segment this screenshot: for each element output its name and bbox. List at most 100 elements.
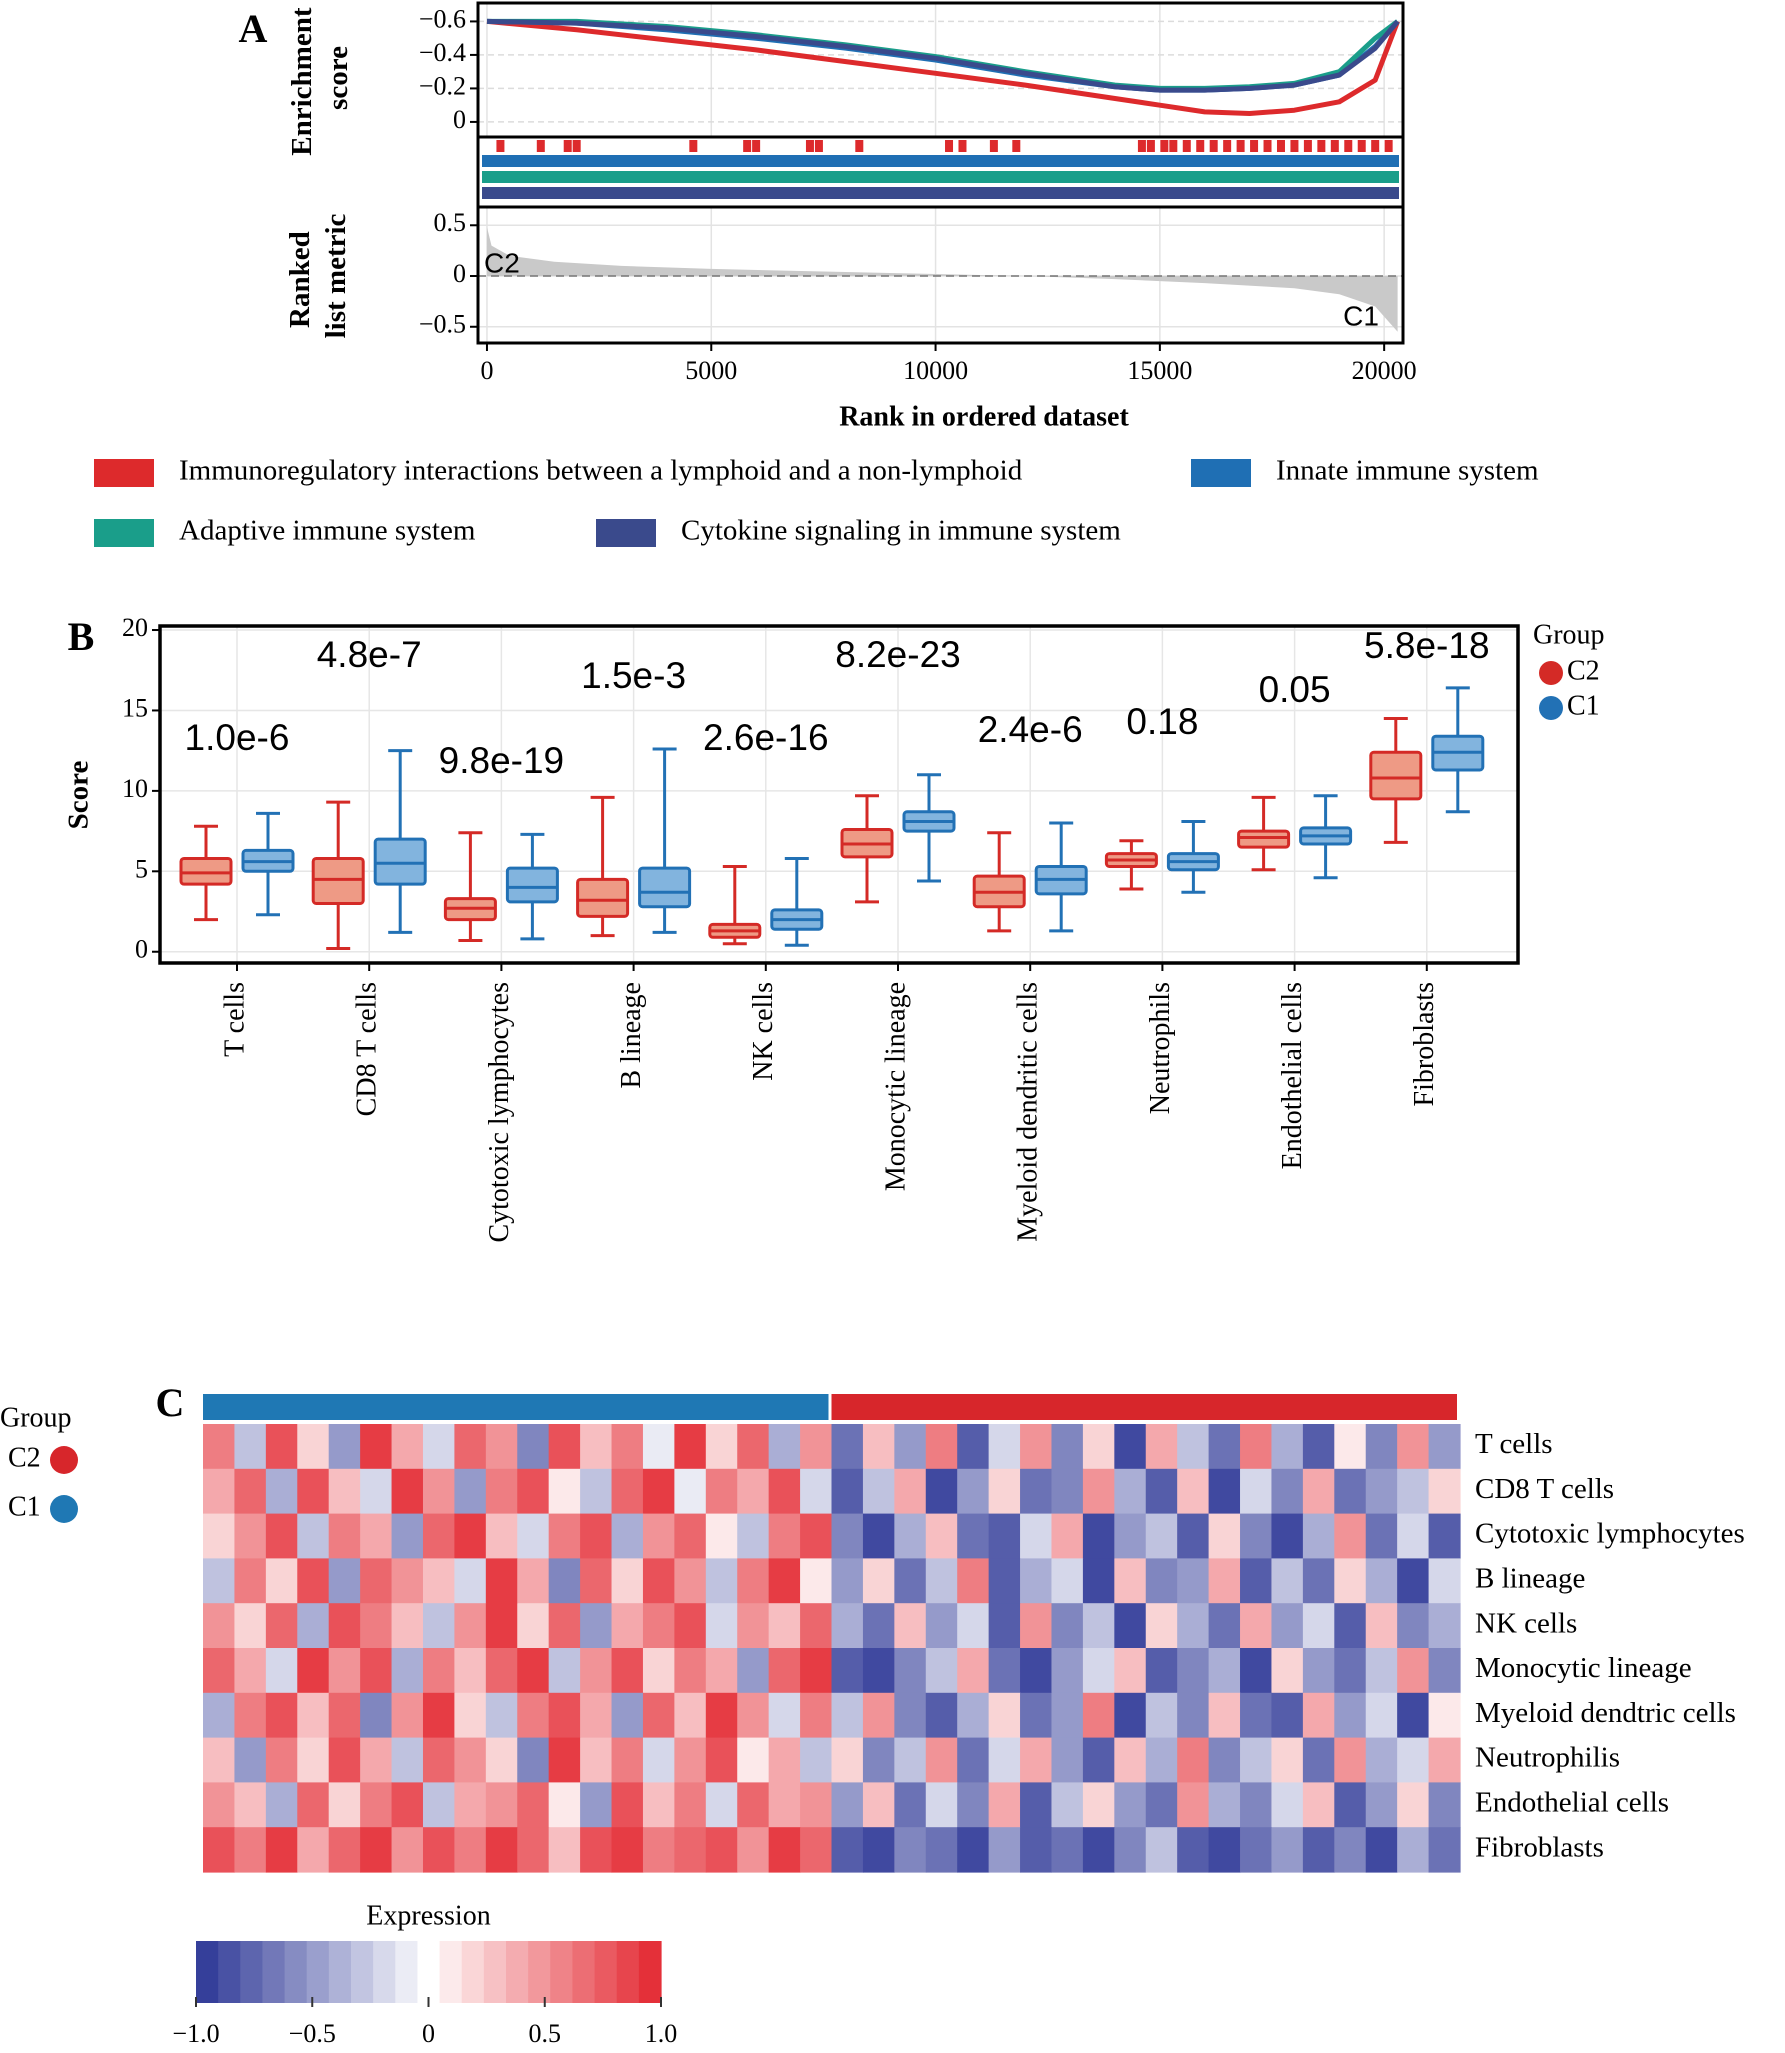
heat-cell: [234, 1827, 267, 1873]
heat-cell: [360, 1424, 393, 1470]
heat-cell: [517, 1513, 550, 1559]
p-value: 2.6e-16: [703, 717, 829, 758]
heat-cell: [1240, 1782, 1273, 1828]
heat-cell: [894, 1424, 927, 1470]
heat-cell: [454, 1692, 487, 1739]
heat-cell: [1397, 1603, 1430, 1649]
heat-cell: [1145, 1468, 1178, 1515]
heat-cell: [894, 1513, 927, 1559]
heat-cell: [454, 1782, 487, 1828]
heat-cell: [265, 1692, 298, 1739]
heat-cell: [1114, 1558, 1147, 1604]
colorbar-step: [572, 1941, 596, 2003]
heat-cell: [517, 1648, 550, 1694]
heat-cell: [203, 1648, 236, 1694]
heat-cell: [1397, 1648, 1430, 1694]
heat-cell: [1365, 1737, 1398, 1783]
hit-tick: [1223, 140, 1232, 152]
heat-cell: [1240, 1558, 1273, 1604]
y-tick-label: −0.2: [419, 71, 466, 100]
heat-cell: [1302, 1424, 1335, 1470]
x-tick-label: Monocytic lineage: [880, 982, 911, 1191]
legend-label: Immunoregulatory interactions between a …: [179, 455, 1023, 487]
y-axis-title: Enrichment score: [286, 0, 354, 155]
heat-cell: [485, 1737, 518, 1783]
heat-cell: [1114, 1692, 1147, 1739]
heat-cell: [1365, 1603, 1398, 1649]
colorbar-step: [638, 1941, 662, 2003]
heat-cell: [517, 1424, 550, 1470]
heat-cell: [1020, 1827, 1053, 1873]
heat-cell: [674, 1558, 707, 1604]
heat-cell: [391, 1692, 424, 1739]
hit-tick: [1317, 140, 1326, 152]
heat-cell: [517, 1692, 550, 1739]
metric-area: [486, 227, 1398, 332]
heat-cell: [737, 1603, 770, 1649]
heat-cell: [957, 1782, 990, 1828]
heat-cell: [391, 1558, 424, 1604]
colorbar-step: [395, 1941, 419, 2003]
heat-cell: [1208, 1424, 1241, 1470]
heat-cell: [925, 1737, 958, 1783]
heat-cell: [1334, 1648, 1367, 1694]
heat-cell: [1397, 1424, 1430, 1470]
heat-cell: [894, 1648, 927, 1694]
heat-cell: [1020, 1558, 1053, 1604]
y-tick-label: 0: [453, 105, 466, 134]
heat-cell: [360, 1558, 393, 1604]
heat-cell: [674, 1603, 707, 1649]
hit-tick: [958, 140, 967, 152]
heat-cell: [1114, 1603, 1147, 1649]
heat-cell: [737, 1513, 770, 1559]
heat-cell: [1145, 1737, 1178, 1783]
heat-cell: [1240, 1827, 1273, 1873]
heat-cell: [391, 1827, 424, 1873]
heat-cell: [1271, 1827, 1304, 1873]
heat-cell: [642, 1648, 675, 1694]
x-tick-label: 10000: [903, 356, 968, 385]
heat-cell: [454, 1737, 487, 1783]
heat-cell: [705, 1827, 738, 1873]
heat-cell: [737, 1827, 770, 1873]
heat-cell: [1302, 1692, 1335, 1739]
heat-cell: [737, 1558, 770, 1604]
heat-cell: [203, 1513, 236, 1559]
heat-cell: [1271, 1648, 1304, 1694]
hit-tick: [1330, 140, 1339, 152]
heat-cell: [800, 1558, 833, 1604]
heat-cell: [548, 1603, 581, 1649]
heat-cell: [1334, 1558, 1367, 1604]
heat-cell: [234, 1782, 267, 1828]
row-label: Neutrophilis: [1475, 1742, 1620, 1774]
heat-cell: [1208, 1737, 1241, 1783]
hit-tick: [572, 140, 581, 152]
colorbar-step: [550, 1941, 574, 2003]
row-label: Myeloid dendtric cells: [1475, 1697, 1736, 1729]
heat-cell: [862, 1782, 895, 1828]
heat-cell: [1397, 1513, 1430, 1559]
heat-cell: [611, 1782, 644, 1828]
heat-cell: [391, 1513, 424, 1559]
heat-cell: [988, 1468, 1021, 1515]
heat-cell: [328, 1603, 361, 1649]
heat-cell: [328, 1737, 361, 1783]
heat-cell: [360, 1827, 393, 1873]
heat-cell: [642, 1558, 675, 1604]
x-tick-label: 5000: [685, 356, 737, 385]
legend-label: C1: [1567, 690, 1600, 721]
heat-cell: [485, 1782, 518, 1828]
heat-cell: [1177, 1558, 1210, 1604]
heat-cell: [611, 1424, 644, 1470]
p-value: 4.8e-7: [317, 634, 422, 675]
heat-cell: [768, 1782, 801, 1828]
y-tick-label: 5: [135, 854, 148, 883]
heat-cell: [454, 1603, 487, 1649]
heat-cell: [1302, 1558, 1335, 1604]
colorbar-step: [483, 1941, 507, 2003]
heat-cell: [957, 1603, 990, 1649]
colorbar-step: [373, 1941, 396, 2003]
y-tick-label: 10: [122, 774, 148, 803]
heat-cell: [1114, 1782, 1147, 1828]
